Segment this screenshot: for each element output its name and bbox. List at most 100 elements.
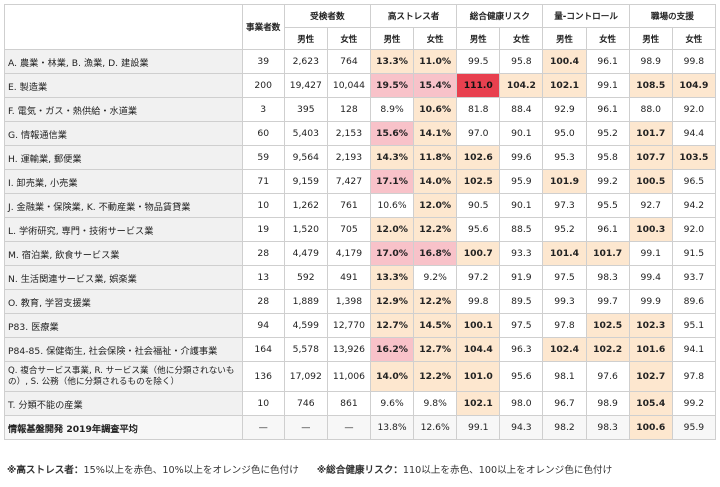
table-cell: 17,092	[283, 361, 328, 392]
table-cell: 93.3	[499, 241, 544, 266]
table-cell: 95.8	[585, 145, 630, 170]
table-cell: 4,599	[283, 313, 328, 338]
table-cell: 19.5%	[369, 73, 415, 98]
table-cell: 97.2	[456, 265, 501, 290]
table-cell: 1,520	[283, 217, 328, 242]
table-cell: —	[326, 415, 371, 440]
table-cell: 128	[326, 97, 371, 122]
industry-label: P84-85. 保健衛生, 社会保険・社会福祉・介護事業	[4, 337, 243, 362]
table-cell: 88.5	[499, 217, 544, 242]
table-cell: 98.3	[585, 265, 630, 290]
header-group-quantity-control: 量-コントロール	[542, 4, 630, 28]
table-cell: 98.1	[542, 361, 587, 392]
note-high-stress-text: 15%以上を赤色、10%以上をオレンジ色に色付け	[83, 465, 299, 476]
header-group-health-risk: 総合健康リスク	[456, 4, 544, 28]
table-cell: 60	[241, 121, 285, 146]
table-cell: 746	[283, 391, 328, 416]
industry-label: Q. 複合サービス事業, R. サービス業（他に分類されないもの）, S. 公務…	[4, 361, 243, 392]
table-cell: 97.0	[456, 121, 501, 146]
table-cell: 96.3	[499, 337, 544, 362]
table-cell: 101.4	[542, 241, 587, 266]
table-cell: 592	[283, 265, 328, 290]
table-cell: 11,006	[326, 361, 371, 392]
table-cell: 92.0	[671, 217, 717, 242]
table-cell: 99.9	[628, 289, 673, 314]
industry-label: G. 情報通信業	[4, 121, 243, 146]
note-health-risk-text: 110以上を赤色、100以上をオレンジ色に色付け	[402, 465, 613, 476]
average-row: 情報基盤開発 2019年調査平均 — — —13.8% 12.6% 99.1 94.3 98.…	[4, 415, 717, 440]
table-cell: 98.9	[585, 391, 630, 416]
table-cell: 96.1	[585, 97, 630, 122]
table-cell: 11.0%	[413, 49, 458, 74]
header-female: 女性	[671, 27, 717, 50]
industry-label: N. 生活関連サービス業, 娯楽業	[4, 265, 243, 290]
table-cell: 98.3	[585, 415, 630, 440]
table-row: O. 教育, 学習支援業 28 1,889 1,398 12.9% 12.2% 99.8 89…	[4, 289, 717, 314]
table-cell: 95.9	[499, 169, 544, 194]
table-cell: 99.3	[542, 289, 587, 314]
industry-label: T. 分類不能の産業	[4, 391, 243, 416]
table-cell: 2,623	[283, 49, 328, 74]
table-cell: 97.8	[671, 361, 717, 392]
header-female: 女性	[326, 27, 371, 50]
table-row: J. 金融業・保険業, K. 不動産業・物品賃貸業 10 1,262 761 10.6%…	[4, 193, 717, 218]
table-cell: 491	[326, 265, 371, 290]
table-cell: 12.7%	[413, 337, 458, 362]
table-cell: 88.0	[628, 97, 673, 122]
table-cell: 13.3%	[369, 49, 415, 74]
table-cell: 91.5	[671, 241, 717, 266]
table-cell: 12.2%	[413, 217, 458, 242]
table-row: A. 農業・林業, B. 漁業, D. 建設業 39 2,623 764 13.3% 11…	[4, 49, 717, 74]
table-cell: 89.6	[671, 289, 717, 314]
table-cell: 12.2%	[413, 361, 458, 392]
table-cell: 15.6%	[369, 121, 415, 146]
table-cell: 11.8%	[413, 145, 458, 170]
table-cell: 2,153	[326, 121, 371, 146]
table-cell: 96.7	[542, 391, 587, 416]
table-cell: 28	[241, 289, 285, 314]
table-cell: 59	[241, 145, 285, 170]
table-cell: 2,193	[326, 145, 371, 170]
table-cell: 90.5	[456, 193, 501, 218]
table-cell: 14.0%	[413, 169, 458, 194]
table-cell: 100.6	[628, 415, 673, 440]
table-cell: 108.5	[628, 73, 673, 98]
table-cell: 95.2	[585, 121, 630, 146]
table-cell: 12.0%	[413, 193, 458, 218]
table-cell: 101.6	[628, 337, 673, 362]
table-cell: 95.5	[585, 193, 630, 218]
note-health-risk-label: ※総合健康リスク：	[316, 465, 403, 476]
table-cell: 99.7	[585, 289, 630, 314]
header-group-examinees: 受検者数	[283, 4, 371, 28]
table-cell: 97.5	[542, 265, 587, 290]
table-cell: 99.8	[671, 49, 717, 74]
table-cell: 97.6	[585, 361, 630, 392]
table-cell: 19,427	[283, 73, 328, 98]
table-cell: 98.9	[628, 49, 673, 74]
header-male: 男性	[542, 27, 587, 50]
header-companies: 事業者数	[241, 4, 285, 50]
table-cell: 4,479	[283, 241, 328, 266]
table-cell: 95.6	[499, 361, 544, 392]
table-cell: 12.7%	[369, 313, 415, 338]
table-cell: 861	[326, 391, 371, 416]
table-row: G. 情報通信業 60 5,403 2,153 15.6% 14.1% 97.0 90.1 95…	[4, 121, 717, 146]
table-cell: 99.1	[628, 241, 673, 266]
header-male: 男性	[628, 27, 673, 50]
stress-table: 事業者数 受検者数 高ストレス者 総合健康リスク 量-コントロール 職場の支援 …	[4, 4, 717, 440]
table-cell: 104.2	[499, 73, 544, 98]
table-cell: 13.3%	[369, 265, 415, 290]
table-cell: 90.1	[499, 193, 544, 218]
table-cell: 3	[241, 97, 285, 122]
table-row: P84-85. 保健衛生, 社会保険・社会福祉・介護事業 164 5,578 13,9…	[4, 337, 717, 362]
table-cell: 13	[241, 265, 285, 290]
table-cell: 5,578	[283, 337, 328, 362]
table-cell: 90.1	[499, 121, 544, 146]
table-row: F. 電気・ガス・熱供給・水道業 3 395 128 8.9% 10.6% 81.8 88.4…	[4, 97, 717, 122]
table-cell: 95.1	[671, 313, 717, 338]
table-cell: 14.1%	[413, 121, 458, 146]
header-group-high-stress: 高ストレス者	[369, 4, 458, 28]
table-cell: 102.5	[585, 313, 630, 338]
table-cell: 16.2%	[369, 337, 415, 362]
table-cell: 136	[241, 361, 285, 392]
